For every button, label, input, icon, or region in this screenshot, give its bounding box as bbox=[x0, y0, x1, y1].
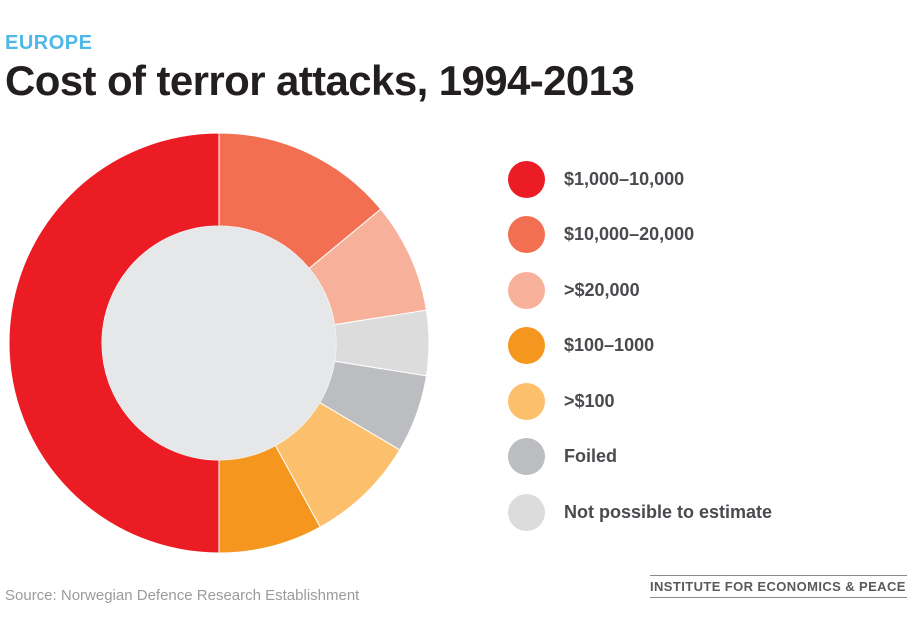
legend-item: Foiled bbox=[508, 438, 617, 476]
legend-label: $1,000–10,000 bbox=[564, 168, 685, 189]
region-label: EUROPE bbox=[5, 32, 93, 54]
legend-swatch bbox=[508, 216, 545, 253]
legend-swatch bbox=[508, 327, 545, 364]
legend-item: >$100 bbox=[508, 382, 615, 420]
legend-item: Not possible to estimate bbox=[508, 493, 772, 531]
legend-label: $100–1000 bbox=[564, 335, 655, 355]
legend-label: Not possible to estimate bbox=[564, 501, 773, 522]
legend-item: >$20,000 bbox=[508, 271, 640, 309]
legend-item: $1,000–10,000 bbox=[508, 160, 684, 198]
legend-swatch bbox=[508, 160, 545, 198]
legend-swatch bbox=[508, 438, 545, 475]
source-note: Source: Norwegian Defence Research Estab… bbox=[5, 587, 360, 604]
legend-swatch bbox=[508, 493, 545, 531]
chart-title: Cost of terror attacks, 1994-2013 bbox=[5, 57, 635, 104]
legend-swatch bbox=[508, 271, 545, 309]
legend-label: >$20,000 bbox=[564, 279, 640, 300]
legend-item: $10,000–20,000 bbox=[508, 216, 694, 254]
legend-label: >$100 bbox=[564, 390, 615, 411]
legend-label: Foiled bbox=[564, 446, 617, 466]
legend-label: $10,000–20,000 bbox=[564, 224, 695, 244]
legend-item: $100–1000 bbox=[508, 327, 654, 365]
legend-swatch bbox=[508, 382, 545, 420]
donut-hole bbox=[102, 226, 336, 460]
brand-logo: INSTITUTE FOR ECONOMICS & PEACE bbox=[650, 575, 907, 598]
